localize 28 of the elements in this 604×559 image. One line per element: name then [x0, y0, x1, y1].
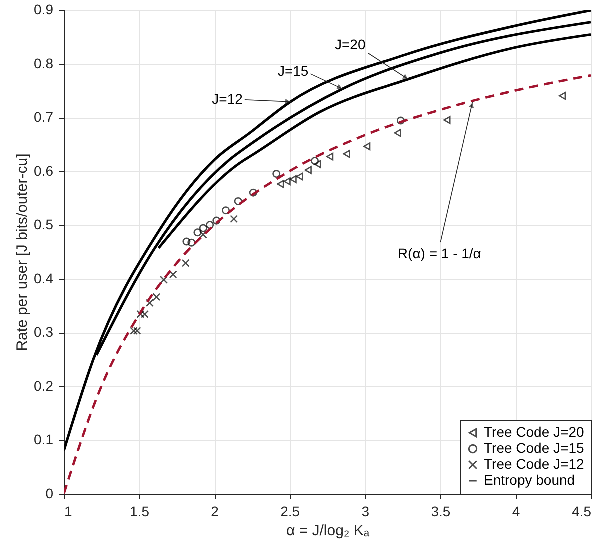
x-tick-label: 2.5 — [280, 504, 300, 520]
x-tick-label: 2 — [211, 504, 220, 520]
annotation: R(α) = 1 - 1/α — [398, 246, 482, 262]
legend-label: Entropy bound — [484, 472, 576, 488]
annotation: J=20 — [334, 36, 366, 52]
legend-label: Tree Code J=20 — [484, 424, 584, 440]
annotation: J=12 — [212, 90, 244, 107]
legend-label: Tree Code J=12 — [484, 456, 584, 472]
y-tick-label: 0.5 — [34, 216, 54, 233]
y-tick-label: 0.6 — [34, 162, 54, 179]
x-tick-label: 1.5 — [130, 504, 150, 520]
x-axis-title: α = J/log₂ Kₐ — [286, 522, 370, 540]
y-tick-label: 0.9 — [34, 2, 54, 18]
y-tick-label: 0 — [46, 486, 54, 502]
y-tick-label: 0.7 — [34, 109, 54, 126]
y-axis-title: Rate per user [J bits/outer-cu] — [14, 154, 32, 352]
y-tick-label: 0.2 — [34, 378, 54, 394]
annotation: J=15 — [278, 63, 309, 80]
y-tick-label: 0.3 — [34, 324, 54, 340]
x-tick-label: 1 — [64, 504, 72, 520]
y-tick-label: 0.1 — [34, 432, 54, 448]
x-tick-label: 3 — [362, 504, 370, 520]
x-tick-label: 4 — [512, 504, 520, 520]
x-tick-label: 3.5 — [431, 504, 451, 520]
y-tick-label: 0.4 — [34, 270, 54, 286]
y-tick-label: 0.8 — [34, 55, 54, 72]
legend-label: Tree Code J=15 — [484, 440, 584, 456]
x-tick-label: 4.5 — [572, 504, 592, 520]
